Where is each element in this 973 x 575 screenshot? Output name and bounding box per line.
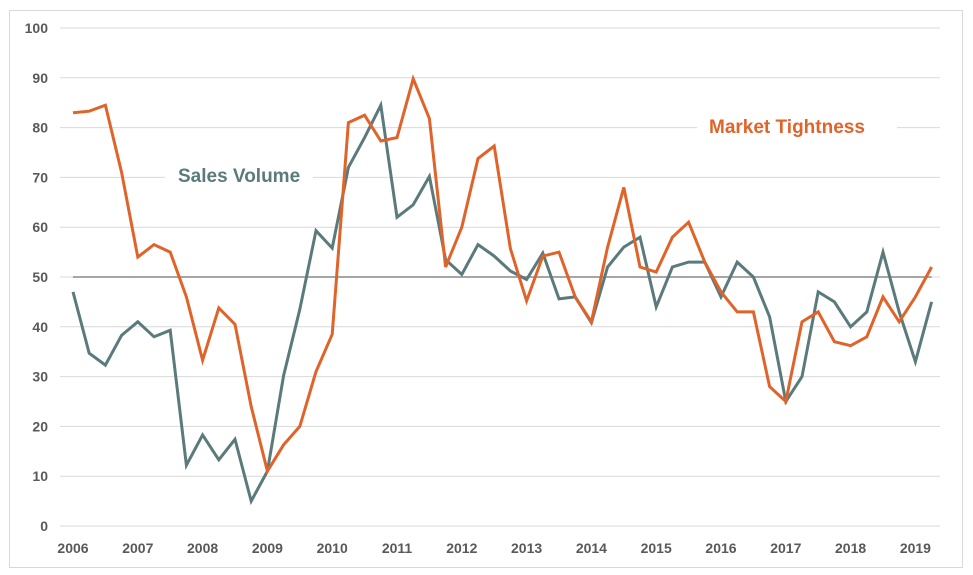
x-tick-label: 2008 (187, 540, 218, 556)
series-label-market-tightness: Market Tightness (709, 117, 865, 138)
y-tick-label: 100 (25, 20, 49, 36)
y-tick-label: 60 (32, 219, 48, 235)
y-tick-label: 70 (32, 169, 48, 185)
x-tick-label: 2012 (446, 540, 477, 556)
y-tick-label: 30 (32, 369, 48, 385)
x-tick-label: 2007 (122, 540, 153, 556)
y-tick-label: 0 (40, 518, 48, 534)
x-tick-label: 2010 (317, 540, 348, 556)
x-tick-label: 2017 (770, 540, 801, 556)
series-line-sales-volume (71, 100, 934, 506)
x-tick-label: 2018 (835, 540, 866, 556)
series-line-market-tightness (72, 74, 933, 476)
x-tick-label: 2006 (57, 540, 88, 556)
x-tick-label: 2011 (382, 540, 413, 556)
y-axis-ticks: 0 10 20 30 40 50 60 70 80 90 100 (25, 20, 49, 534)
x-tick-label: 2009 (252, 540, 283, 556)
series-lines (71, 74, 934, 506)
y-tick-label: 50 (32, 269, 48, 285)
series-label-sales-volume: Sales Volume (178, 166, 300, 187)
y-tick-label: 40 (32, 319, 48, 335)
x-tick-label: 2015 (641, 540, 672, 556)
x-tick-label: 2014 (576, 540, 607, 556)
sales-label-bg (165, 160, 313, 190)
y-tick-label: 10 (32, 468, 48, 484)
chart-frame (9, 10, 963, 568)
y-tick-label: 80 (32, 120, 48, 136)
x-tick-label: 2019 (900, 540, 931, 556)
y-tick-label: 90 (32, 70, 48, 86)
x-axis-ticks: 2006 2007 2008 2009 2010 2011 2012 2013 2014 2015… (57, 540, 931, 556)
x-tick-label: 2013 (511, 540, 542, 556)
y-tick-label: 20 (32, 418, 48, 434)
x-tick-label: 2016 (705, 540, 736, 556)
tightness-label-bg (697, 110, 897, 140)
